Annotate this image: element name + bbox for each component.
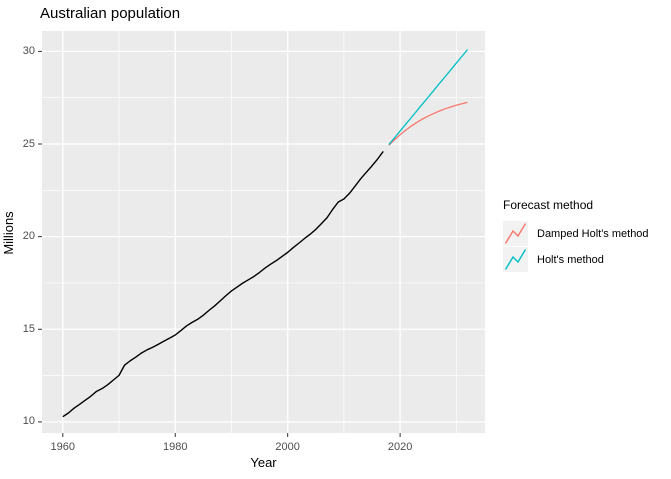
series-line-damped-holt (388, 101, 468, 146)
holt-line-key-icon (503, 247, 528, 272)
legend: Forecast method Damped Holt's method Hol… (503, 198, 669, 273)
x-tick-label: 1980 (162, 441, 188, 453)
legend-title: Forecast method (503, 198, 594, 212)
legend-item-holt: Holt's method (503, 247, 669, 272)
series-line-holt (388, 49, 469, 145)
x-tick-label: 2020 (387, 441, 413, 453)
series-line-history (62, 150, 384, 418)
legend-label-holt: Holt's method (537, 253, 604, 266)
y-tick-label: 20 (22, 230, 35, 243)
legend-label-damped: Damped Holt's method (537, 227, 649, 240)
plot-panel (42, 31, 485, 433)
y-tick-label: 25 (22, 137, 35, 150)
damped-holt-line-key-icon (503, 221, 528, 246)
y-tick-label: 10 (22, 415, 35, 428)
y-tick-label: 15 (22, 322, 35, 335)
y-tick-label: 30 (22, 44, 35, 57)
legend-item-damped: Damped Holt's method (503, 221, 669, 246)
x-tick-label: 1960 (50, 441, 76, 453)
x-axis-title: Year (250, 455, 277, 470)
x-tick-label: 2000 (275, 441, 300, 453)
plot-title: Australian population (40, 5, 181, 22)
